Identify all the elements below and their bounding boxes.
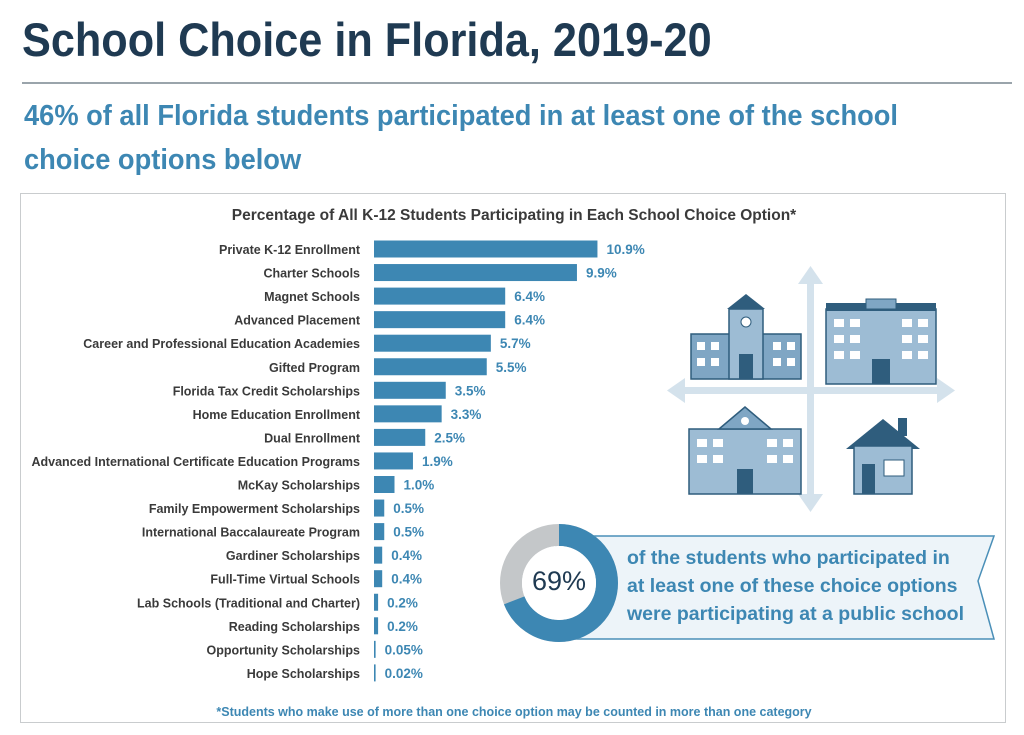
chart-title: Percentage of All K-12 Students Particip… bbox=[231, 207, 797, 224]
value-label: 0.2% bbox=[387, 595, 418, 610]
category-label: Hope Scholarships bbox=[247, 667, 360, 681]
bar bbox=[374, 476, 395, 493]
category-label: Dual Enrollment bbox=[264, 431, 361, 445]
schools-illustration bbox=[667, 266, 955, 512]
value-label: 0.5% bbox=[393, 501, 424, 516]
bar bbox=[374, 546, 383, 564]
category-label: McKay Scholarships bbox=[238, 479, 360, 493]
bar bbox=[374, 334, 491, 352]
bar bbox=[374, 593, 379, 611]
value-label: 5.5% bbox=[496, 360, 527, 375]
value-label: 3.5% bbox=[455, 383, 486, 398]
value-label: 0.5% bbox=[393, 525, 424, 540]
category-label: International Baccalaureate Program bbox=[142, 526, 360, 540]
category-label: Gifted Program bbox=[269, 361, 360, 375]
value-label: 0.4% bbox=[391, 548, 422, 563]
bar bbox=[374, 287, 506, 305]
category-label: Magnet Schools bbox=[264, 290, 360, 304]
bar bbox=[374, 311, 506, 329]
bar bbox=[374, 405, 442, 423]
category-label: Advanced Placement bbox=[234, 314, 361, 328]
chart-footnote: *Students who make use of more than one … bbox=[216, 705, 812, 719]
value-label: 6.4% bbox=[514, 313, 545, 328]
bar bbox=[374, 640, 376, 658]
category-label: Lab Schools (Traditional and Charter) bbox=[137, 596, 360, 610]
bar bbox=[374, 664, 376, 682]
category-label: Gardiner Scholarships bbox=[226, 549, 360, 563]
category-label: Family Empowerment Scholarships bbox=[149, 502, 360, 516]
category-label: Advanced International Certificate Educa… bbox=[31, 455, 360, 469]
bar bbox=[374, 264, 577, 282]
value-label: 3.3% bbox=[451, 407, 482, 422]
bar bbox=[374, 381, 446, 399]
bar bbox=[374, 358, 487, 376]
category-label: Home Education Enrollment bbox=[193, 408, 361, 422]
category-label: Private K-12 Enrollment bbox=[219, 243, 361, 257]
category-label: Florida Tax Credit Scholarships bbox=[173, 384, 360, 398]
category-label: Full-Time Virtual Schools bbox=[210, 573, 360, 587]
category-label: Charter Schools bbox=[263, 267, 360, 281]
page-title: School Choice in Florida, 2019-20 bbox=[22, 13, 712, 66]
house-icon bbox=[846, 418, 920, 495]
donut-callout bbox=[500, 524, 996, 642]
bar bbox=[374, 240, 598, 258]
bar bbox=[374, 570, 383, 588]
value-label: 1.9% bbox=[422, 454, 453, 469]
value-label: 0.05% bbox=[385, 642, 423, 657]
page-subtitle: 46% of all Florida students participated… bbox=[24, 100, 898, 176]
category-label: Reading Scholarships bbox=[229, 620, 360, 634]
school-building-icon bbox=[825, 298, 937, 385]
value-label: 9.9% bbox=[586, 266, 617, 281]
value-label: 6.4% bbox=[514, 289, 545, 304]
callout-text: of the students who participated in at l… bbox=[627, 547, 964, 625]
arrows-icon bbox=[667, 266, 955, 512]
value-label: 10.9% bbox=[606, 242, 644, 257]
donut-arc bbox=[500, 524, 618, 642]
bar bbox=[374, 452, 413, 470]
category-label: Opportunity Scholarships bbox=[207, 643, 361, 657]
bar bbox=[374, 617, 379, 635]
bar bbox=[374, 499, 385, 517]
title-divider bbox=[22, 82, 1012, 84]
chart-panel: Percentage of All K-12 Students Particip… bbox=[20, 193, 1006, 723]
school-building-icon bbox=[690, 294, 802, 380]
school-building-icon bbox=[688, 406, 802, 495]
value-label: 5.7% bbox=[500, 336, 531, 351]
value-label: 0.2% bbox=[387, 619, 418, 634]
category-label: Career and Professional Education Academ… bbox=[83, 337, 360, 351]
value-label: 2.5% bbox=[434, 430, 465, 445]
bar bbox=[374, 523, 385, 541]
value-label: 0.02% bbox=[385, 666, 423, 681]
value-label: 0.4% bbox=[391, 572, 422, 587]
bar bbox=[374, 428, 426, 446]
value-label: 1.0% bbox=[404, 478, 435, 493]
donut-percent: 69% bbox=[531, 566, 587, 596]
